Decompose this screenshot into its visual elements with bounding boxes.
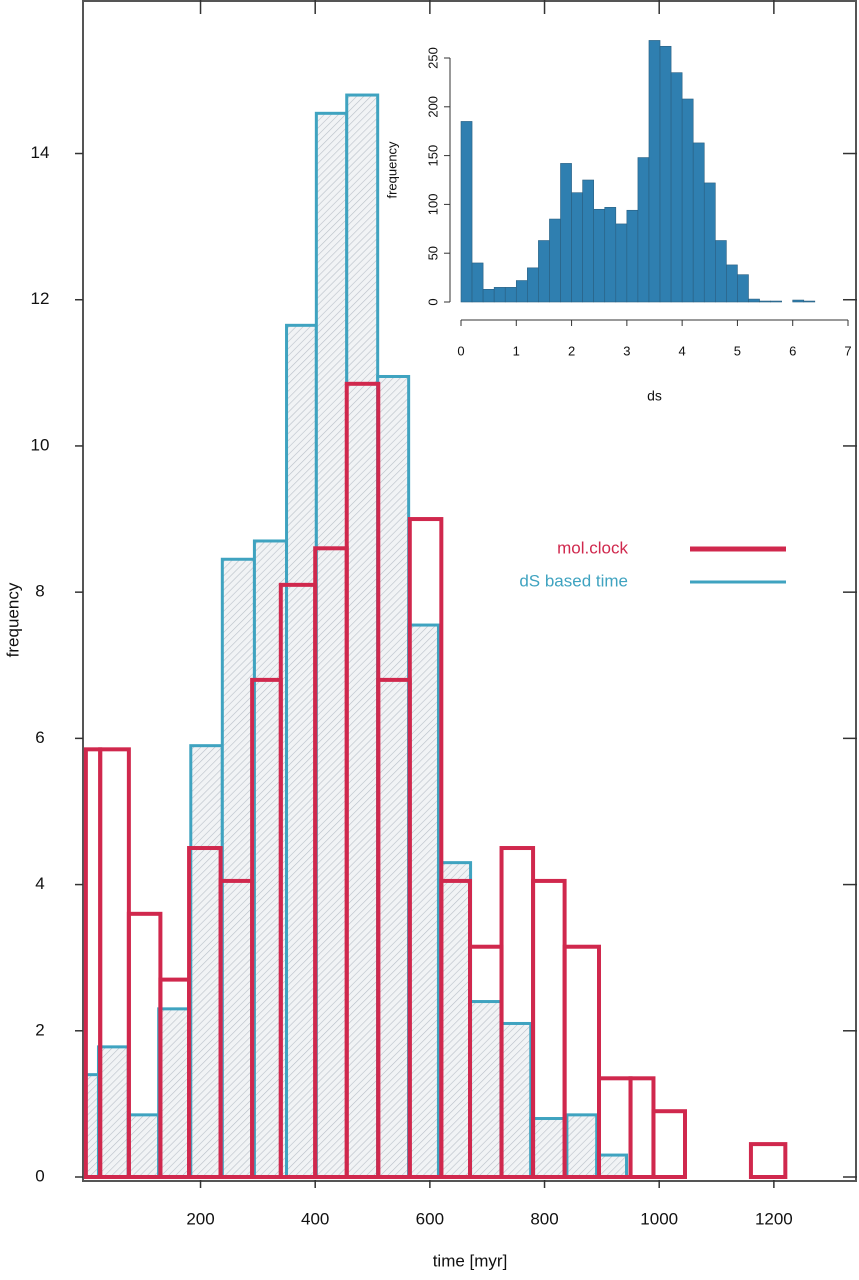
histogram-bar (803, 300, 816, 303)
histogram-bar (376, 374, 411, 1179)
x-tick-label: 400 (301, 1209, 329, 1228)
histogram-bar (637, 157, 650, 303)
y-tick-label: 8 (35, 582, 44, 601)
histogram-bar (648, 40, 661, 303)
histogram-bar (314, 111, 349, 1179)
x-tick-label: 5 (734, 343, 741, 358)
y-tick-label: 14 (31, 143, 50, 162)
histogram-bar (515, 280, 528, 303)
histogram-bar (482, 289, 495, 303)
y-tick-label: 0 (425, 298, 440, 305)
histogram-bar (493, 287, 506, 303)
histogram-bar (529, 1117, 569, 1179)
histogram-bar (748, 1142, 788, 1180)
histogram-bar (538, 240, 550, 303)
histogram-bar (703, 182, 716, 303)
y-tick-label: 200 (425, 96, 440, 118)
x-tick-label: 1 (513, 343, 520, 358)
x-tick-label: 1000 (640, 1209, 678, 1228)
x-tick-label: 0 (457, 343, 464, 358)
plot-frame (82, 0, 857, 1182)
histogram-bar (504, 287, 517, 303)
x-tick-label: 1200 (755, 1209, 793, 1228)
histogram-bar (726, 264, 738, 303)
y-tick-label: 50 (425, 246, 440, 260)
histogram-bar (626, 209, 639, 303)
legend-label: dS based time (519, 571, 628, 590)
histogram-bar (460, 121, 473, 303)
x-tick-label: 7 (844, 343, 851, 358)
histogram-bar (670, 72, 683, 303)
histogram-bar (770, 300, 782, 303)
y-tick-label: 4 (35, 874, 44, 893)
histogram-bar (549, 218, 561, 303)
histogram-bar (345, 93, 380, 1179)
histogram-bar (469, 1000, 503, 1179)
histogram-bar (471, 262, 484, 303)
x-tick-label: 200 (186, 1209, 214, 1228)
histogram-bar (571, 192, 583, 303)
histogram-bar (737, 274, 749, 303)
x-tick-label: 600 (416, 1209, 444, 1228)
histogram-bar (615, 223, 628, 303)
x-tick-label: 6 (789, 343, 796, 358)
histogram-bar (715, 240, 727, 303)
histogram-bar (126, 1113, 161, 1179)
histogram-bar (595, 1153, 629, 1179)
histogram-bar (407, 517, 444, 1179)
y-tick-label: 10 (31, 435, 50, 454)
histogram-bar (759, 300, 771, 303)
histogram-bar (560, 163, 572, 303)
histogram-bar (659, 45, 672, 303)
histogram-bar (96, 1045, 130, 1179)
y-tick-label: 2 (35, 1020, 44, 1039)
x-tick-label: 4 (679, 343, 686, 358)
histogram-bar (565, 1113, 599, 1179)
x-tick-label: 2 (568, 343, 575, 358)
histogram-bar (499, 1021, 533, 1179)
histogram-bar (593, 208, 606, 303)
legend-label: mol.clock (557, 538, 628, 557)
histogram-bar (285, 323, 318, 1179)
y-axis-label: frequency (384, 141, 399, 199)
histogram-bar (604, 207, 617, 303)
histogram-bar (692, 142, 705, 303)
histogram-bar (748, 298, 760, 303)
histogram-bar (220, 557, 256, 1179)
y-tick-label: 250 (425, 47, 440, 69)
x-axis-label: ds (647, 388, 662, 404)
y-tick-label: 100 (425, 194, 440, 216)
y-tick-label: 0 (35, 1166, 44, 1185)
histogram-bar (651, 1109, 688, 1179)
x-tick-label: 3 (623, 343, 630, 358)
histogram-bar (628, 1076, 656, 1180)
y-tick-label: 150 (425, 145, 440, 167)
histogram-bar (582, 179, 594, 303)
y-tick-label: 12 (31, 289, 50, 308)
y-axis-label: frequency (3, 582, 22, 657)
histogram-bar (792, 299, 805, 303)
histogram-bar (407, 623, 440, 1179)
histogram-bar (681, 98, 694, 303)
x-tick-label: 800 (530, 1209, 558, 1228)
histogram-bar (527, 267, 539, 303)
histogram-bar (562, 944, 601, 1180)
x-axis-label: time [myr] (433, 1251, 508, 1270)
histogram-bar (189, 744, 224, 1179)
histogram-bar (157, 1007, 193, 1179)
y-tick-label: 6 (35, 728, 44, 747)
